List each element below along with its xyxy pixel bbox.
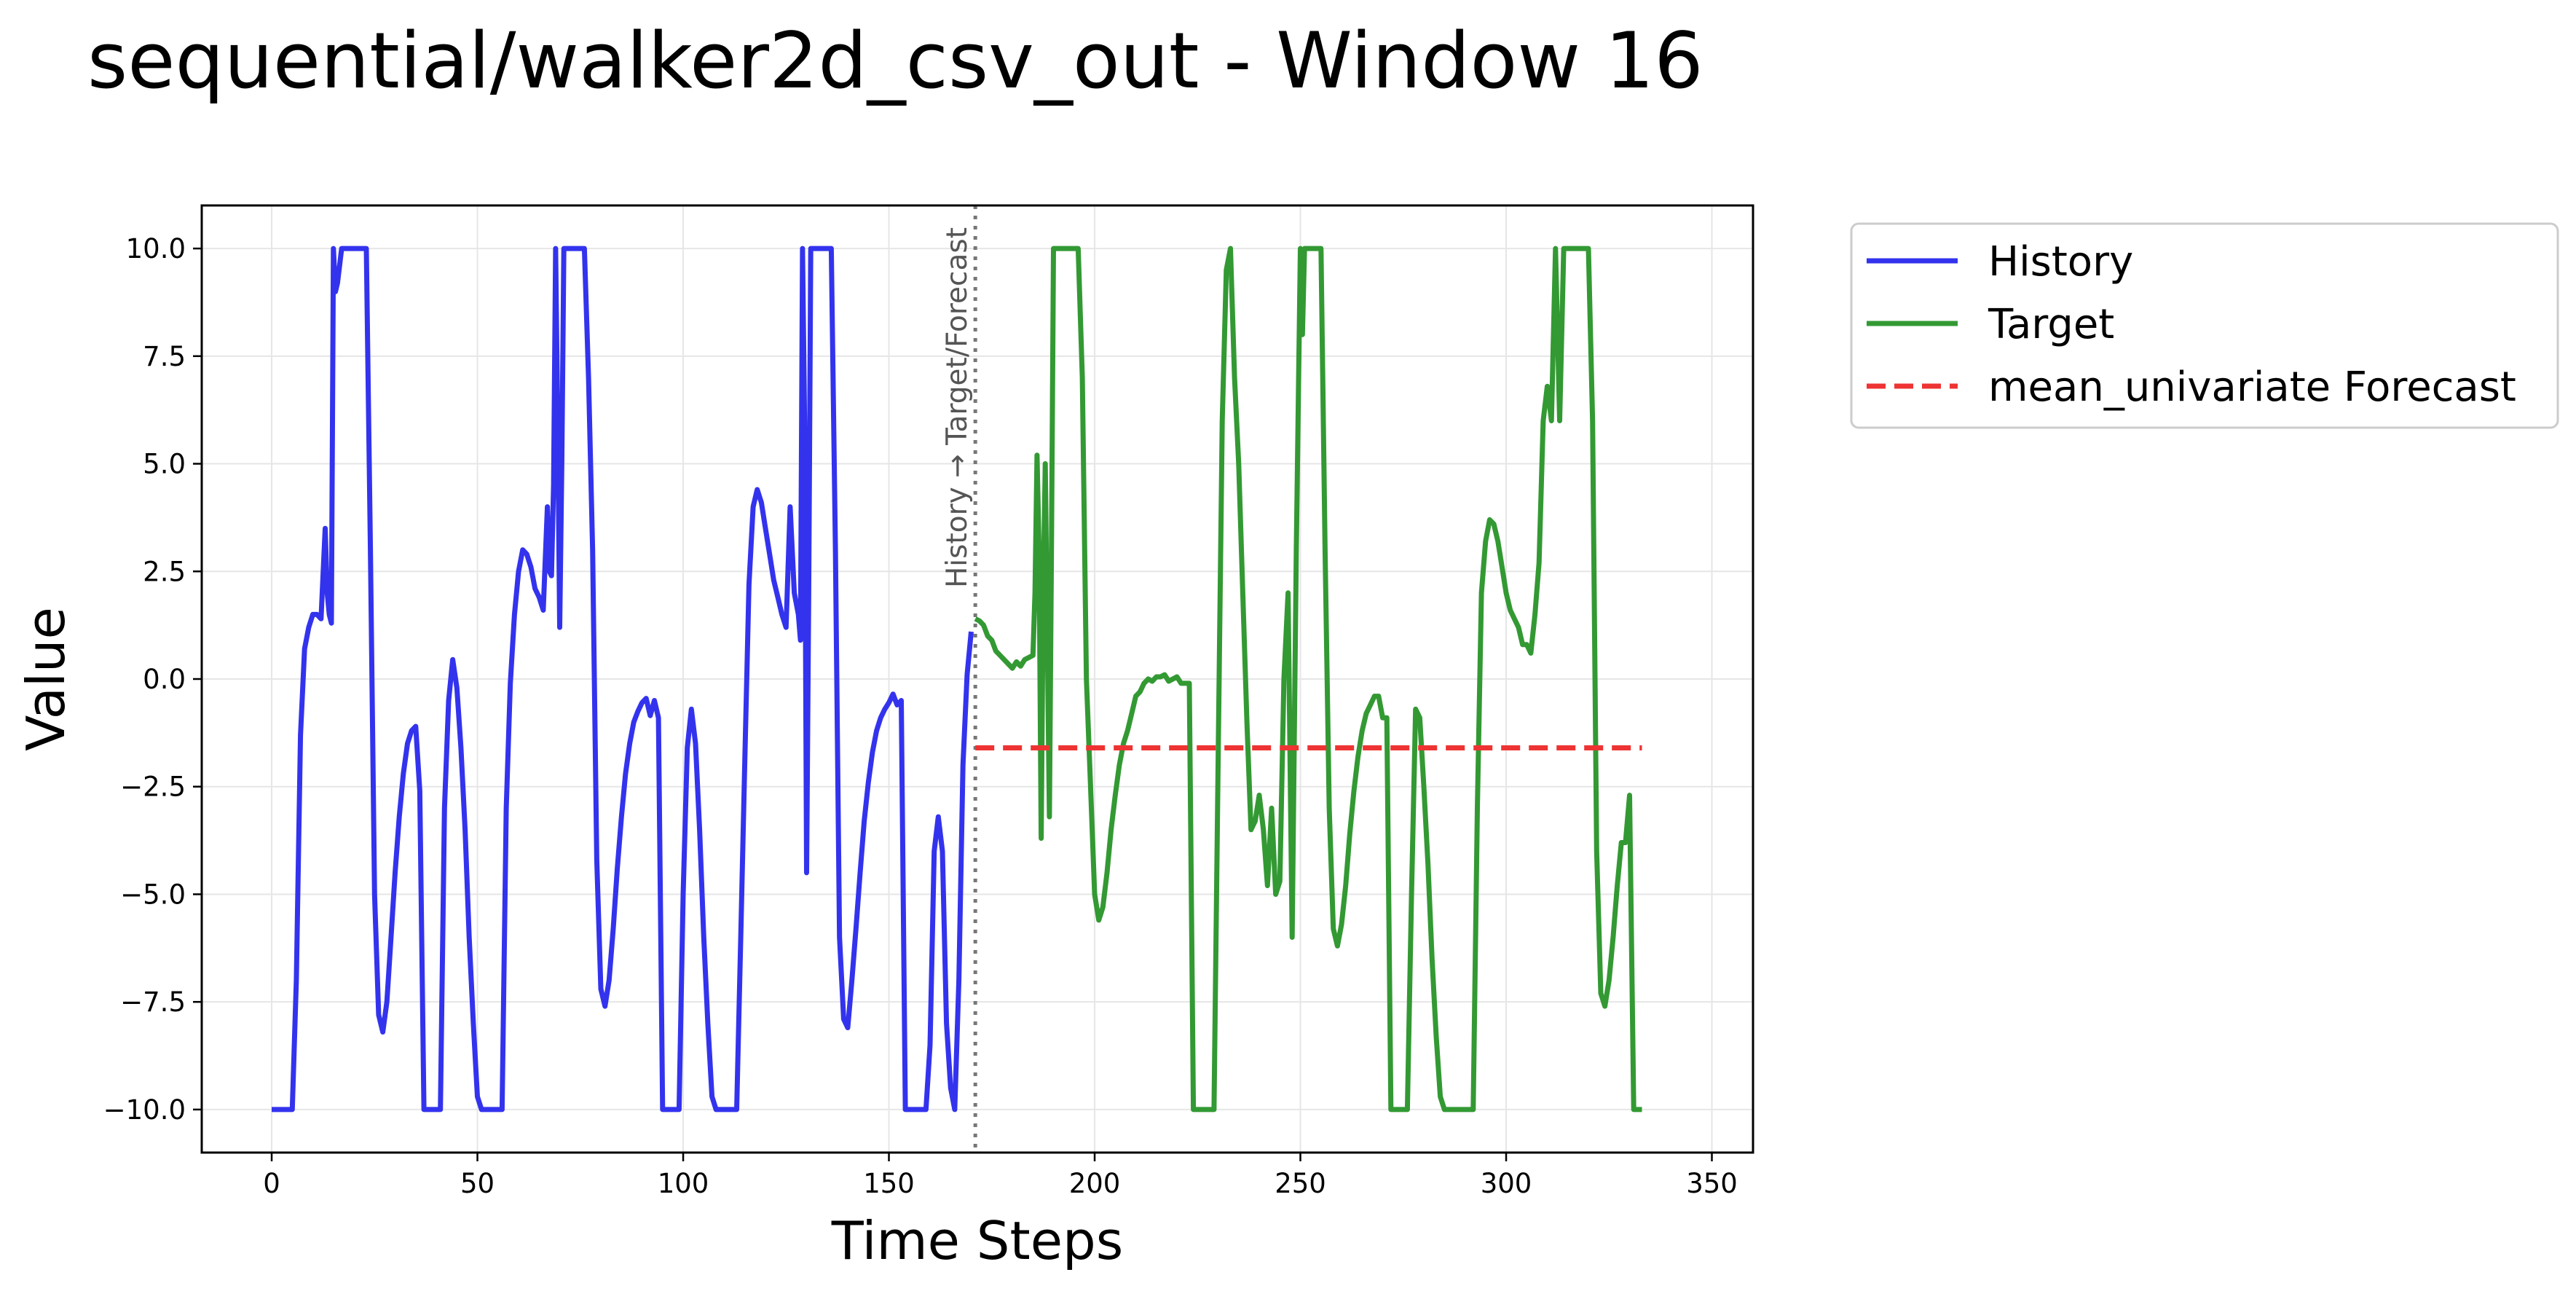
y-axis-label: Value (15, 607, 76, 751)
x-axis-ticks: 0 50 100 150 200 250 300 350 (263, 1153, 1738, 1199)
x-tick-label: 0 (263, 1168, 280, 1199)
series-line-target (974, 246, 1642, 1113)
y-tick-label: −7.5 (120, 986, 186, 1018)
y-tick-label: −2.5 (120, 772, 186, 803)
y-tick-label: −5.0 (120, 879, 186, 910)
x-tick-label: 350 (1686, 1168, 1738, 1199)
x-tick-label: 300 (1481, 1168, 1532, 1199)
divider-label: History → Target/Forecast (941, 227, 974, 588)
series-line-history (272, 246, 974, 1113)
x-tick-label: 200 (1069, 1168, 1121, 1199)
x-axis-label: Time Steps (831, 1210, 1124, 1271)
legend-label: mean_univariate Forecast (1988, 364, 2516, 411)
grid-lines (202, 205, 1753, 1153)
y-axis-ticks: 10.0 7.5 5.0 2.5 0.0 −2.5 −5.0 −7.5 −10.0 (103, 233, 202, 1126)
legend-label: History (1988, 238, 2133, 286)
divider-group: History → Target/Forecast (941, 205, 977, 1153)
x-tick-label: 250 (1275, 1168, 1326, 1199)
y-tick-label: 7.5 (143, 341, 186, 372)
y-tick-label: 0.0 (143, 664, 186, 695)
legend-label: Target (1988, 301, 2114, 348)
x-tick-label: 150 (863, 1168, 915, 1199)
y-tick-label: 5.0 (143, 449, 186, 480)
chart-title: sequential/walker2d_csv_out - Window 16 (87, 16, 1703, 106)
y-tick-label: 10.0 (126, 233, 186, 264)
series-group (272, 246, 1642, 1113)
x-tick-label: 100 (658, 1168, 709, 1199)
y-tick-label: 2.5 (143, 556, 186, 587)
legend-items: History Target mean_univariate Forecast (1867, 238, 2516, 411)
x-tick-label: 50 (460, 1168, 495, 1199)
legend-frame (1850, 222, 2559, 429)
y-tick-label: −10.0 (103, 1094, 186, 1126)
legend: History Target mean_univariate Forecast (1850, 222, 2559, 429)
